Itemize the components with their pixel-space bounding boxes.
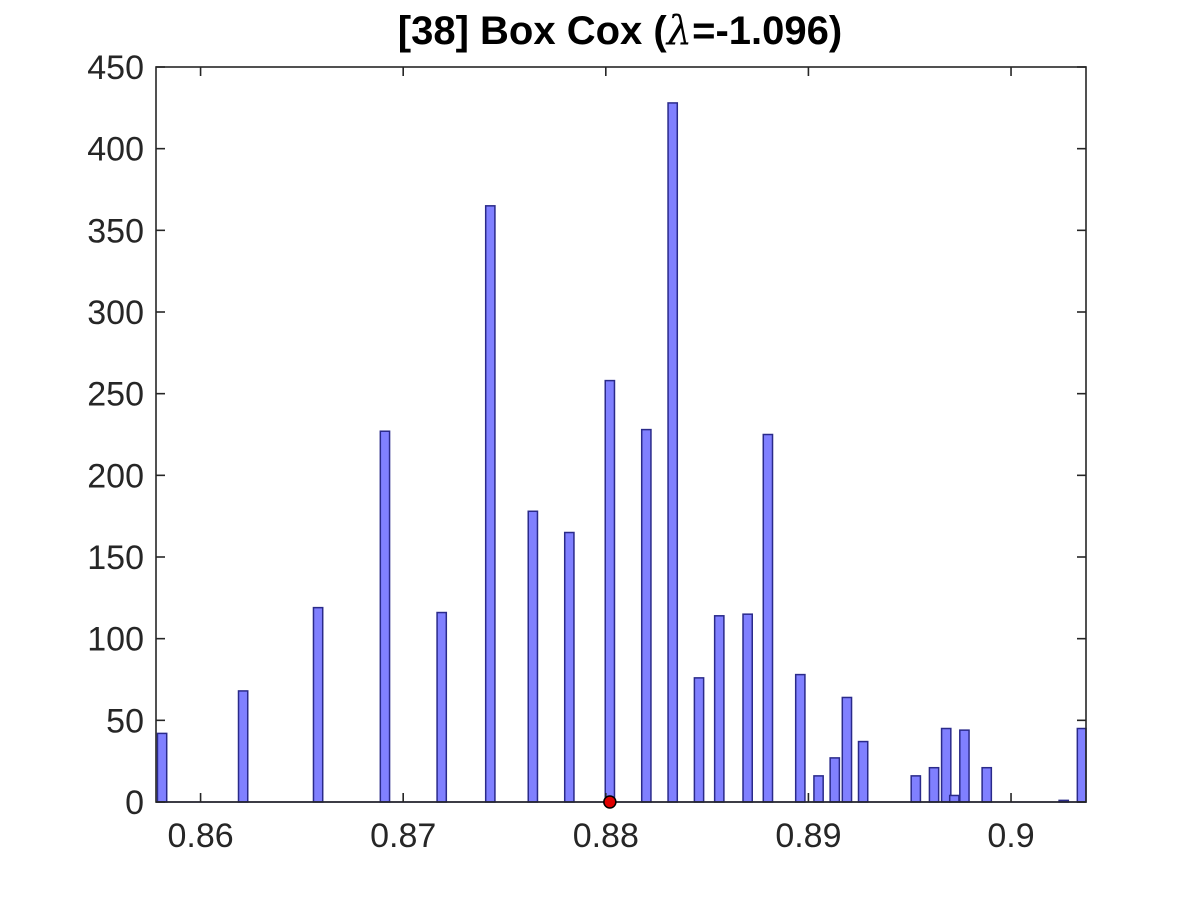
histogram-bar xyxy=(948,794,960,803)
y-tick-label: 100 xyxy=(87,621,144,659)
histogram-bar xyxy=(857,740,869,803)
histogram-bar xyxy=(693,677,705,803)
histogram-bar xyxy=(959,729,970,803)
chart-title: [38] Box Cox (λ=-1.096) xyxy=(398,8,842,54)
y-tick-label: 250 xyxy=(87,376,144,414)
y-tick-label: 400 xyxy=(87,131,144,169)
y-tick-label: 0 xyxy=(125,784,144,822)
y-tick-label: 200 xyxy=(87,457,144,495)
axes-box xyxy=(155,66,1087,803)
histogram-bar xyxy=(762,433,774,803)
chart-title-lambda: λ xyxy=(665,8,692,54)
histogram-bar xyxy=(928,766,940,803)
histogram-bar xyxy=(563,531,575,803)
histogram-bar xyxy=(742,613,754,803)
x-tick-label: 0.89 xyxy=(775,817,841,855)
histogram-bar xyxy=(910,775,922,803)
x-tick-label: 0.86 xyxy=(167,817,233,855)
histogram-bar xyxy=(436,611,448,803)
y-tick-label: 150 xyxy=(87,539,144,577)
histogram-bar xyxy=(829,757,841,803)
chart-title-prefix: [38] Box Cox ( xyxy=(398,9,668,53)
x-tick-label: 0.9 xyxy=(987,817,1034,855)
x-tick-label: 0.88 xyxy=(573,817,639,855)
histogram-bar xyxy=(640,428,652,803)
y-tick-label: 350 xyxy=(87,212,144,250)
histogram-bar xyxy=(981,766,993,803)
y-tick-label: 450 xyxy=(87,49,144,87)
histogram-bar xyxy=(604,379,616,803)
histogram-bar xyxy=(667,102,679,803)
histogram-bar xyxy=(813,775,824,803)
histogram-bar xyxy=(794,673,806,803)
axis-ticks xyxy=(156,66,1086,803)
y-tick-label: 50 xyxy=(106,702,144,740)
histogram-bar xyxy=(940,727,952,803)
histogram-bar xyxy=(713,615,725,803)
y-tick-label: 300 xyxy=(87,294,144,332)
histogram-bar xyxy=(841,696,853,803)
histogram-bar xyxy=(379,430,391,803)
histogram-bar xyxy=(312,606,324,803)
data-markers xyxy=(603,795,617,809)
histogram-bar xyxy=(484,205,496,803)
chart-title-suffix: =-1.096) xyxy=(692,9,842,53)
histogram-bar xyxy=(156,732,168,803)
x-tick-labels: 0.86 0.87 0.88 0.89 0.9 xyxy=(167,817,1034,855)
y-tick-labels: 0 50 100 150 200 250 300 350 400 450 xyxy=(87,49,144,822)
histogram-bar xyxy=(527,510,539,803)
reference-point-marker xyxy=(603,795,617,809)
histogram-bar xyxy=(237,690,249,803)
x-tick-label: 0.87 xyxy=(370,817,436,855)
histogram-bar xyxy=(1076,727,1087,803)
